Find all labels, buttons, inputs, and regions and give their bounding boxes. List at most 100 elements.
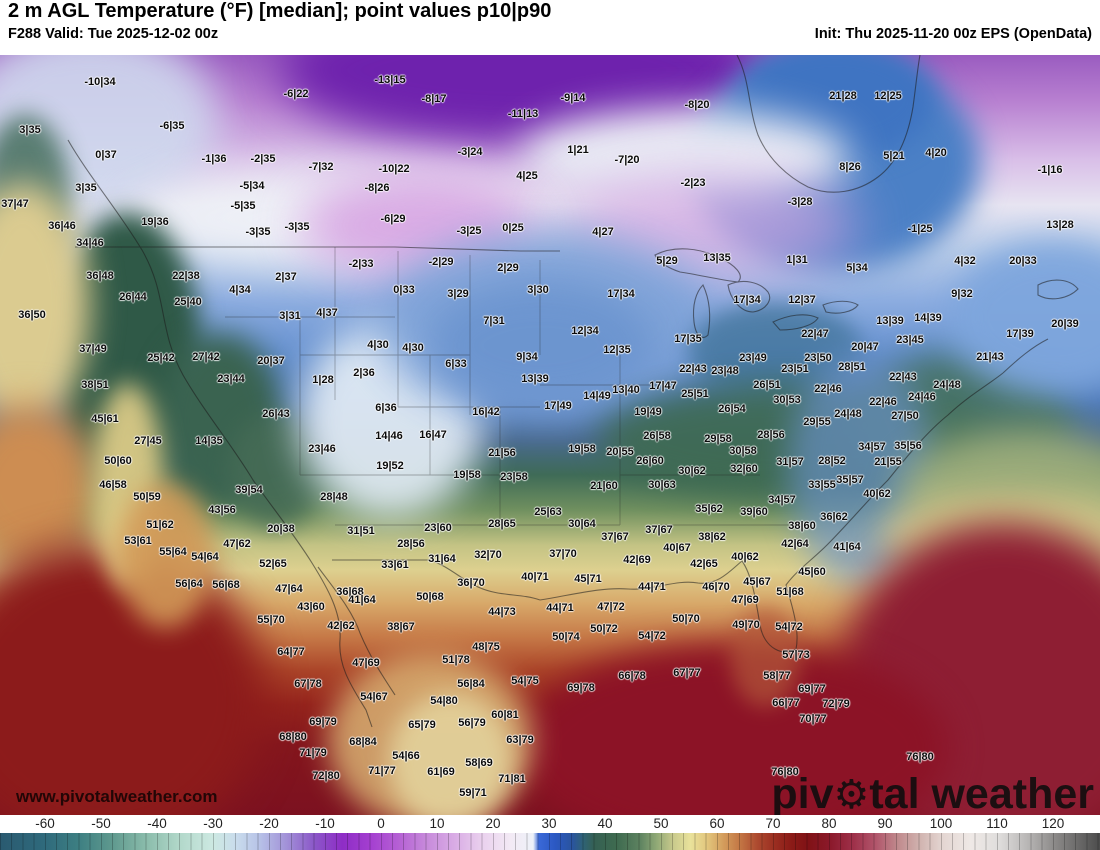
point-value: 21|56 xyxy=(488,447,516,459)
point-value: 69|78 xyxy=(567,682,595,694)
point-value: 52|65 xyxy=(259,558,287,570)
point-value: -5|35 xyxy=(230,200,256,212)
point-value: -6|29 xyxy=(380,213,406,225)
map-canvas: -10|34 -6|22 -13|15 -8|17 -11|13 3|35 -6|35 0|3… xyxy=(0,55,1100,815)
point-value: 70|77 xyxy=(799,713,827,725)
point-value: 0|37 xyxy=(95,149,117,161)
point-value: 17|34 xyxy=(733,294,761,306)
point-value: 12|37 xyxy=(788,294,816,306)
point-value: 23|60 xyxy=(424,522,452,534)
point-value: 44|71 xyxy=(546,602,574,614)
northeast-coastline xyxy=(1002,338,1049,374)
point-value: 36|48 xyxy=(86,270,114,282)
point-value: 5|29 xyxy=(656,255,678,267)
point-value: 4|30 xyxy=(367,339,389,351)
point-value: 40|67 xyxy=(663,542,691,554)
point-value: 34|46 xyxy=(76,237,104,249)
point-value: 20|37 xyxy=(257,355,285,367)
point-value: 20|55 xyxy=(606,446,634,458)
point-value: 22|43 xyxy=(889,371,917,383)
baja-gulf-coastline xyxy=(317,566,396,696)
gulf-atlantic-coastline xyxy=(539,372,1004,653)
point-value: 21|55 xyxy=(874,456,902,468)
point-value: 24|48 xyxy=(834,408,862,420)
point-value: 71|79 xyxy=(299,747,327,759)
point-value: 71|81 xyxy=(498,773,526,785)
point-value: 7|31 xyxy=(483,315,505,327)
point-value: 4|32 xyxy=(954,255,976,267)
point-value: 4|37 xyxy=(316,307,338,319)
point-value: -3|28 xyxy=(787,196,813,208)
map-borders xyxy=(67,55,1079,728)
point-value: 63|79 xyxy=(506,734,534,746)
point-value: -8|20 xyxy=(684,99,710,111)
point-value: 29|55 xyxy=(803,416,831,428)
point-value: 47|69 xyxy=(731,594,759,606)
point-value: 27|45 xyxy=(134,435,162,447)
colorbar-tick: 20 xyxy=(485,816,501,831)
point-value: 49|70 xyxy=(732,619,760,631)
point-value: -9|14 xyxy=(560,92,586,104)
watermark-url: www.pivotalweather.com xyxy=(16,787,218,806)
point-value: 57|73 xyxy=(782,649,810,661)
point-value: 46|58 xyxy=(99,479,127,491)
point-value: 2|29 xyxy=(497,262,519,274)
point-value: 55|64 xyxy=(159,546,187,558)
point-value: 54|66 xyxy=(392,750,420,762)
point-value: 4|30 xyxy=(402,342,424,354)
colorbar-tick: 0 xyxy=(377,816,385,831)
point-value: 56|64 xyxy=(175,578,203,590)
point-value: 21|60 xyxy=(590,480,618,492)
point-value: 54|72 xyxy=(638,630,666,642)
point-value: 23|58 xyxy=(500,471,528,483)
point-value: 43|60 xyxy=(297,601,325,613)
point-value: 66|77 xyxy=(772,697,800,709)
point-value: -7|20 xyxy=(614,154,640,166)
point-value: 16|42 xyxy=(472,406,500,418)
point-value: 28|52 xyxy=(818,455,846,467)
point-value: 56|79 xyxy=(458,717,486,729)
point-value: 47|69 xyxy=(352,657,380,669)
point-value: 19|58 xyxy=(568,443,596,455)
point-value: 2|36 xyxy=(353,367,375,379)
point-value: 47|72 xyxy=(597,601,625,613)
point-value: 3|31 xyxy=(279,310,301,322)
point-value: -2|23 xyxy=(680,177,706,189)
point-value: -2|29 xyxy=(428,256,454,268)
point-value: 3|29 xyxy=(447,288,469,300)
point-value: 26|43 xyxy=(262,408,290,420)
point-value: 20|39 xyxy=(1051,318,1079,330)
colorbar-tick: 40 xyxy=(597,816,613,831)
point-value: 30|53 xyxy=(773,394,801,406)
point-value: -2|35 xyxy=(250,153,276,165)
point-value: 5|34 xyxy=(846,262,868,274)
point-value: 23|46 xyxy=(308,443,336,455)
point-value: 29|58 xyxy=(704,433,732,445)
point-value: 13|39 xyxy=(876,315,904,327)
colorbar-tick: 30 xyxy=(541,816,557,831)
point-value: 55|70 xyxy=(257,614,285,626)
point-value: 31|64 xyxy=(428,553,456,565)
point-value: 19|58 xyxy=(453,469,481,481)
point-value: 23|51 xyxy=(781,363,809,375)
point-value: 58|77 xyxy=(763,670,791,682)
point-value: 12|35 xyxy=(603,344,631,356)
point-value: 17|39 xyxy=(1006,328,1034,340)
point-value: 76|80 xyxy=(771,766,799,778)
point-value: 14|46 xyxy=(375,430,403,442)
hudson-bay-outline xyxy=(736,55,921,193)
point-value: -13|15 xyxy=(374,74,406,86)
point-value: -3|25 xyxy=(456,225,482,237)
colorbar-tick: 120 xyxy=(1041,816,1065,831)
point-value: 38|62 xyxy=(698,531,726,543)
point-value: 69|77 xyxy=(798,683,826,695)
point-value: 68|84 xyxy=(349,736,377,748)
point-value: 72|80 xyxy=(312,770,340,782)
colorbar-tick: 10 xyxy=(429,816,445,831)
point-value: 50|72 xyxy=(590,623,618,635)
point-value: 40|62 xyxy=(731,551,759,563)
colorbar-segment-lines xyxy=(0,833,1100,850)
nova-scotia-outline xyxy=(1037,279,1079,300)
point-value: 1|21 xyxy=(567,144,589,156)
point-value: 51|62 xyxy=(146,519,174,531)
